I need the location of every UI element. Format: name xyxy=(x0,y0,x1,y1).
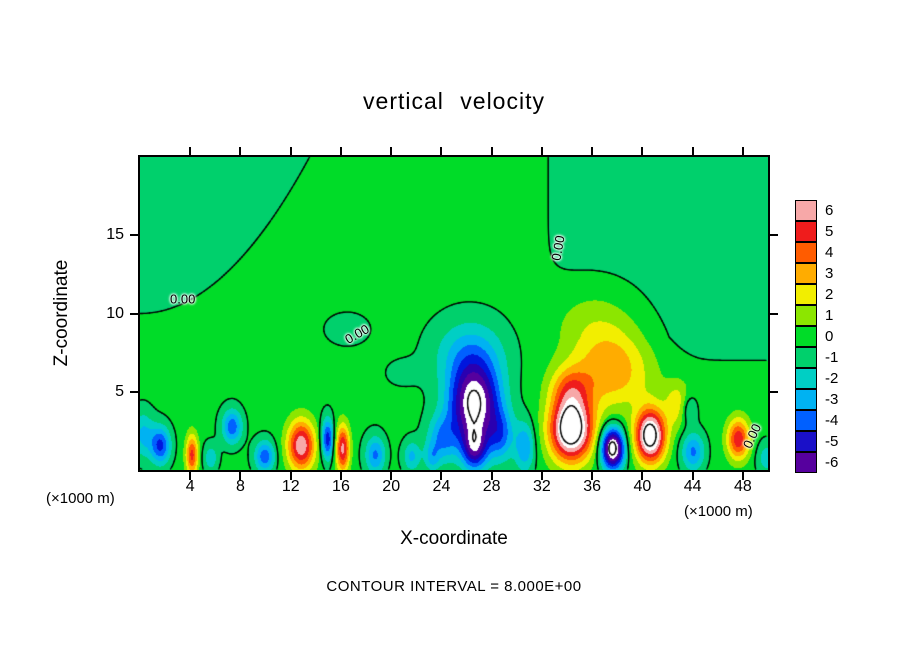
colorbar-row: -2 xyxy=(795,367,839,389)
z-tick xyxy=(130,234,138,237)
colorbar-swatch xyxy=(795,430,817,452)
colorbar-swatch xyxy=(795,220,817,242)
x-tick xyxy=(691,472,694,480)
x-tick xyxy=(741,472,744,480)
x-tick-label: 16 xyxy=(332,478,350,495)
x-tick xyxy=(591,472,594,480)
colorbar-label: 4 xyxy=(825,244,834,261)
x-tick xyxy=(390,147,393,155)
x-tick xyxy=(490,147,493,155)
x-tick-label: 8 xyxy=(236,478,245,495)
z-tick-label: 5 xyxy=(115,382,124,400)
colorbar-label: -2 xyxy=(825,370,839,387)
x-tick-label: 44 xyxy=(683,478,702,495)
colorbar-label: 5 xyxy=(825,223,834,240)
x-tick xyxy=(540,147,543,155)
x-tick xyxy=(239,472,242,480)
x-tick-label: 24 xyxy=(432,478,451,495)
colorbar-label: -6 xyxy=(825,454,839,471)
colorbar-label: 3 xyxy=(825,265,834,282)
x-tick xyxy=(289,147,292,155)
x-tick-label: 40 xyxy=(633,478,652,495)
colorbar-swatch xyxy=(795,241,817,263)
x-tick xyxy=(339,472,342,480)
plot-area: 0.00 0.00 0.00 0.00 xyxy=(138,155,770,472)
colorbar-swatch xyxy=(795,262,817,284)
colorbar-row: -1 xyxy=(795,346,839,368)
x-tick-label: 12 xyxy=(281,478,300,495)
z-tick xyxy=(770,312,778,315)
colorbar-row: 4 xyxy=(795,241,838,263)
colorbar-label: 1 xyxy=(825,307,834,324)
x-tick xyxy=(189,472,192,480)
x-axis-unit-right: (×1000 m) xyxy=(684,503,753,520)
colorbar-row: -6 xyxy=(795,451,839,473)
x-tick xyxy=(390,472,393,480)
x-tick xyxy=(741,147,744,155)
x-tick xyxy=(591,147,594,155)
colorbar-row: 6 xyxy=(795,199,838,221)
colorbar-label: 2 xyxy=(825,286,834,303)
x-tick-label: 32 xyxy=(533,478,551,495)
x-tick xyxy=(641,472,644,480)
colorbar-row: 5 xyxy=(795,220,838,242)
colorbar-swatch xyxy=(795,283,817,305)
colorbar-row: -3 xyxy=(795,388,839,410)
x-tick xyxy=(691,147,694,155)
x-axis-label: X-coordinate xyxy=(400,528,508,549)
colorbar-swatch xyxy=(795,346,817,368)
x-tick xyxy=(189,147,192,155)
colorbar-row: 3 xyxy=(795,262,838,284)
colorbar-label: 6 xyxy=(825,202,834,219)
x-tick-label: 48 xyxy=(733,478,752,495)
x-tick-label: 4 xyxy=(185,478,195,495)
chart-title: vertical velocity xyxy=(363,88,545,114)
contour-label: 0.00 xyxy=(170,291,196,307)
z-tick xyxy=(770,390,778,393)
z-tick xyxy=(770,234,778,237)
contour-field-canvas xyxy=(140,157,768,470)
x-tick xyxy=(339,147,342,155)
z-tick xyxy=(130,390,138,393)
colorbar-row: 1 xyxy=(795,304,838,326)
y-axis-label: Z-coordinate xyxy=(51,259,72,367)
x-tick-label: 28 xyxy=(482,478,501,495)
colorbar: 6 5 4 3 2 1 0 -1 -2 -3 -4 -5 -6 xyxy=(795,199,839,473)
x-axis-unit-left: (×1000 m) xyxy=(46,490,115,507)
colorbar-row: 2 xyxy=(795,283,838,305)
colorbar-label: 0 xyxy=(825,328,834,345)
colorbar-row: -4 xyxy=(795,409,839,431)
z-tick-label: 10 xyxy=(106,304,124,322)
x-tick xyxy=(490,472,493,480)
x-tick-label: 20 xyxy=(382,478,401,495)
colorbar-swatch xyxy=(795,325,817,347)
x-tick-label: 36 xyxy=(583,478,602,495)
colorbar-label: -1 xyxy=(825,349,839,366)
colorbar-swatch xyxy=(795,367,817,389)
x-tick xyxy=(239,147,242,155)
x-tick xyxy=(540,472,543,480)
colorbar-label: -4 xyxy=(825,412,839,429)
colorbar-swatch xyxy=(795,388,817,410)
colorbar-row: -5 xyxy=(795,430,839,452)
colorbar-swatch xyxy=(795,451,817,473)
x-tick xyxy=(440,147,443,155)
colorbar-swatch xyxy=(795,409,817,431)
x-tick xyxy=(440,472,443,480)
x-tick xyxy=(641,147,644,155)
x-tick xyxy=(289,472,292,480)
colorbar-row: 0 xyxy=(795,325,838,347)
z-tick-label: 15 xyxy=(106,226,124,244)
colorbar-swatch xyxy=(795,199,817,221)
colorbar-label: -3 xyxy=(825,391,839,408)
colorbar-label: -5 xyxy=(825,433,839,450)
colorbar-swatch xyxy=(795,304,817,326)
contour-interval-note: CONTOUR INTERVAL = 8.000E+00 xyxy=(326,578,582,595)
z-tick xyxy=(130,312,138,315)
